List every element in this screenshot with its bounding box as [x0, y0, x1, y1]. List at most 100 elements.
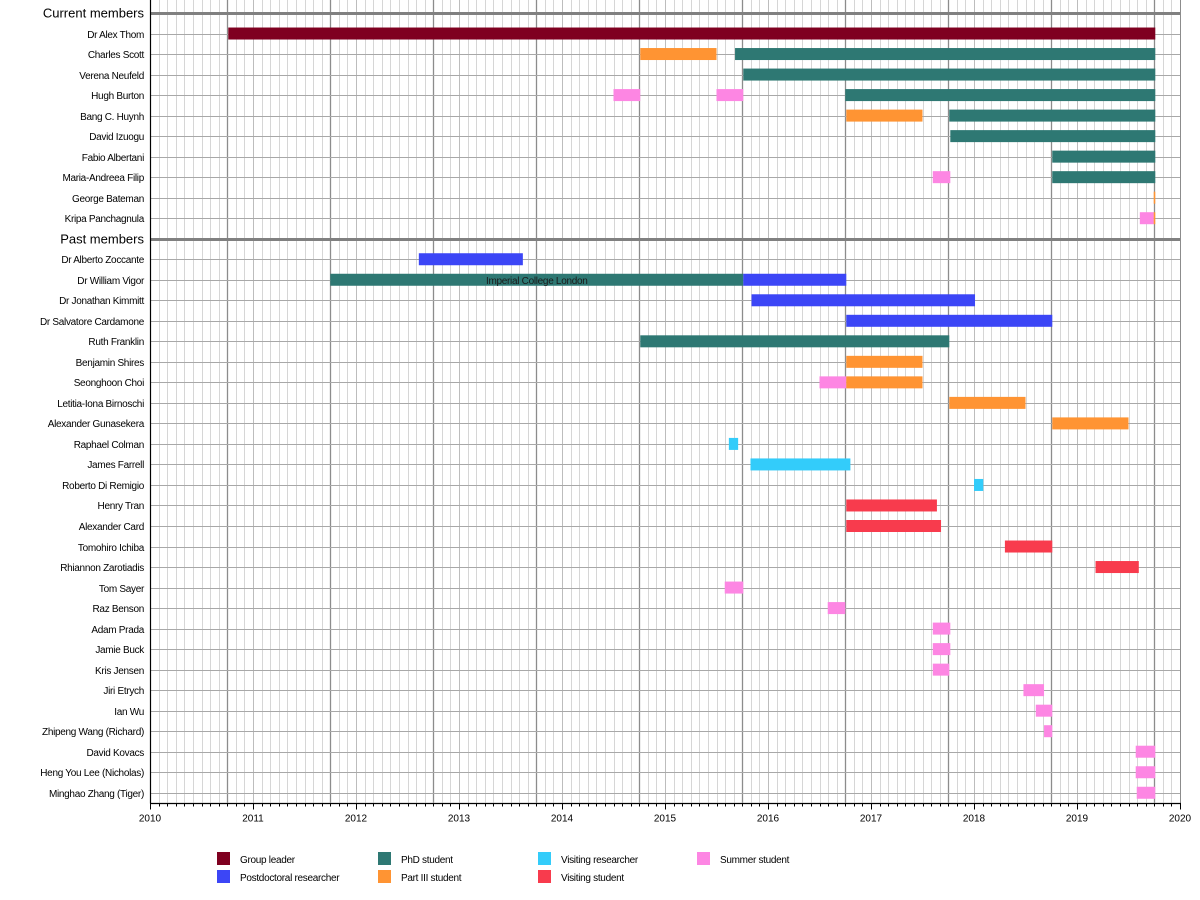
- bar-summer: [827, 602, 846, 615]
- member-name: Kris Jensen: [95, 666, 144, 677]
- bar-summer: [932, 171, 951, 184]
- member-name: Tom Sayer: [99, 584, 145, 595]
- bar-group-leader: [228, 27, 1156, 40]
- legend-swatch-group-leader: [217, 852, 230, 865]
- member-name: Adam Prada: [91, 625, 144, 636]
- bar-annotation: Imperial College London: [486, 276, 588, 287]
- bar-summer: [1136, 786, 1156, 799]
- member-name: Dr Jonathan Kimmitt: [59, 296, 144, 307]
- member-name: Zhipeng Wang (Richard): [42, 727, 144, 738]
- bar-visiting-student: [1095, 561, 1139, 574]
- row-labels: Current members Dr Alex Thom Charles Scott…: [40, 6, 146, 801]
- bar-visiting-student: [1004, 540, 1053, 553]
- legend-label-postdoc: Postdoctoral researcher: [240, 873, 340, 884]
- bar-visiting-researcher: [728, 437, 739, 450]
- bar-phd: [1052, 150, 1156, 163]
- legend-swatch-summer: [697, 852, 710, 865]
- member-name: Verena Neufeld: [79, 71, 144, 82]
- member-name: Jiri Etrych: [103, 686, 144, 697]
- bar-summer: [932, 643, 951, 656]
- legend: Group leader Postdoctoral researcher PhD s…: [217, 852, 790, 884]
- member-name: Alexander Gunasekera: [48, 419, 145, 430]
- member-name: Ian Wu: [114, 707, 144, 718]
- member-name: Letitia-Iona Birnoschi: [57, 399, 144, 410]
- section-title: Current members: [43, 6, 145, 21]
- bar-phd: [735, 48, 1156, 61]
- member-name: Jamie Buck: [95, 645, 145, 656]
- x-tick-label: 2011: [242, 814, 264, 825]
- member-name: Ruth Franklin: [88, 337, 144, 348]
- bar-phd: [845, 89, 1156, 102]
- bar-summer: [613, 89, 641, 102]
- bar-part3: [846, 355, 923, 368]
- bar-postdoc: [751, 294, 976, 307]
- bar-summer: [1135, 745, 1156, 758]
- section-title: Past members: [60, 232, 144, 247]
- member-name: Rhiannon Zarotiadis: [60, 563, 144, 574]
- member-name: George Bateman: [72, 194, 144, 205]
- member-name: Alexander Card: [79, 522, 144, 533]
- legend-swatch-part3: [378, 870, 391, 883]
- legend-swatch-visiting-student: [538, 870, 551, 883]
- bar-summer: [932, 663, 950, 676]
- bar-phd: [330, 273, 744, 286]
- legend-label-group-leader: Group leader: [240, 855, 296, 866]
- member-name: Seonghoon Choi: [74, 378, 144, 389]
- member-name: Henry Tran: [98, 501, 144, 512]
- bar-summer: [1023, 684, 1045, 697]
- x-axis: 2010 2011 2012 2013 2014 2015 2016 2017 2018 2019…: [139, 0, 1192, 825]
- bar-phd: [950, 130, 1156, 143]
- member-name: David Izuogu: [89, 132, 144, 143]
- x-tick-label: 2014: [551, 814, 574, 825]
- legend-label-visiting-student: Visiting student: [561, 873, 624, 884]
- bar-part3: [846, 109, 923, 122]
- member-name: Dr Alberto Zoccante: [61, 255, 144, 266]
- member-name: James Farrell: [87, 460, 144, 471]
- bar-phd: [949, 109, 1156, 122]
- x-tick-label: 2017: [860, 814, 883, 825]
- legend-swatch-visiting-researcher: [538, 852, 551, 865]
- member-name: Benjamin Shires: [76, 358, 145, 369]
- bar-summer: [716, 89, 744, 102]
- bar-visiting-student: [846, 520, 942, 532]
- bar-phd: [1052, 171, 1156, 184]
- member-name: David Kovacs: [86, 748, 144, 759]
- member-name: Raphael Colman: [74, 440, 144, 451]
- member-name: Hugh Burton: [91, 91, 144, 102]
- member-name: Fabio Albertani: [82, 153, 144, 164]
- legend-label-phd: PhD student: [401, 855, 453, 866]
- member-name: Charles Scott: [88, 50, 145, 61]
- bar-summer: [1139, 212, 1154, 225]
- bar-summer: [1044, 725, 1053, 738]
- member-name: Heng You Lee (Nicholas): [40, 768, 144, 779]
- legend-swatch-postdoc: [217, 870, 230, 883]
- bar-visiting-student: [846, 499, 937, 512]
- member-name: Dr William Vigor: [77, 276, 145, 287]
- member-name: Dr Alex Thom: [87, 30, 144, 41]
- bar-part3: [1153, 212, 1156, 225]
- bar-visiting-researcher: [974, 478, 984, 491]
- bar-summer: [819, 376, 847, 389]
- bars: Imperial College London: [228, 27, 1156, 799]
- legend-label-part3: Part III student: [401, 873, 462, 884]
- member-name: Bang C. Huynh: [80, 112, 144, 123]
- x-tick-label: 2010: [139, 814, 162, 825]
- legend-swatch-phd: [378, 852, 391, 865]
- legend-label-summer: Summer student: [720, 855, 790, 866]
- x-tick-label: 2018: [963, 814, 986, 825]
- bar-phd: [640, 335, 950, 348]
- bar-postdoc: [846, 314, 1053, 327]
- x-tick-label: 2020: [1169, 814, 1192, 825]
- x-tick-label: 2015: [654, 814, 677, 825]
- bar-phd: [743, 68, 1156, 81]
- x-tick-label: 2016: [757, 814, 780, 825]
- member-name: Dr Salvatore Cardamone: [40, 317, 145, 328]
- bar-summer: [724, 581, 744, 594]
- legend-label-visiting-researcher: Visiting researcher: [561, 855, 639, 866]
- bar-part3: [640, 48, 717, 61]
- bar-summer: [1035, 704, 1053, 717]
- bar-part3: [846, 376, 923, 389]
- bar-summer: [1135, 766, 1156, 779]
- member-name: Kripa Panchagnula: [65, 214, 145, 225]
